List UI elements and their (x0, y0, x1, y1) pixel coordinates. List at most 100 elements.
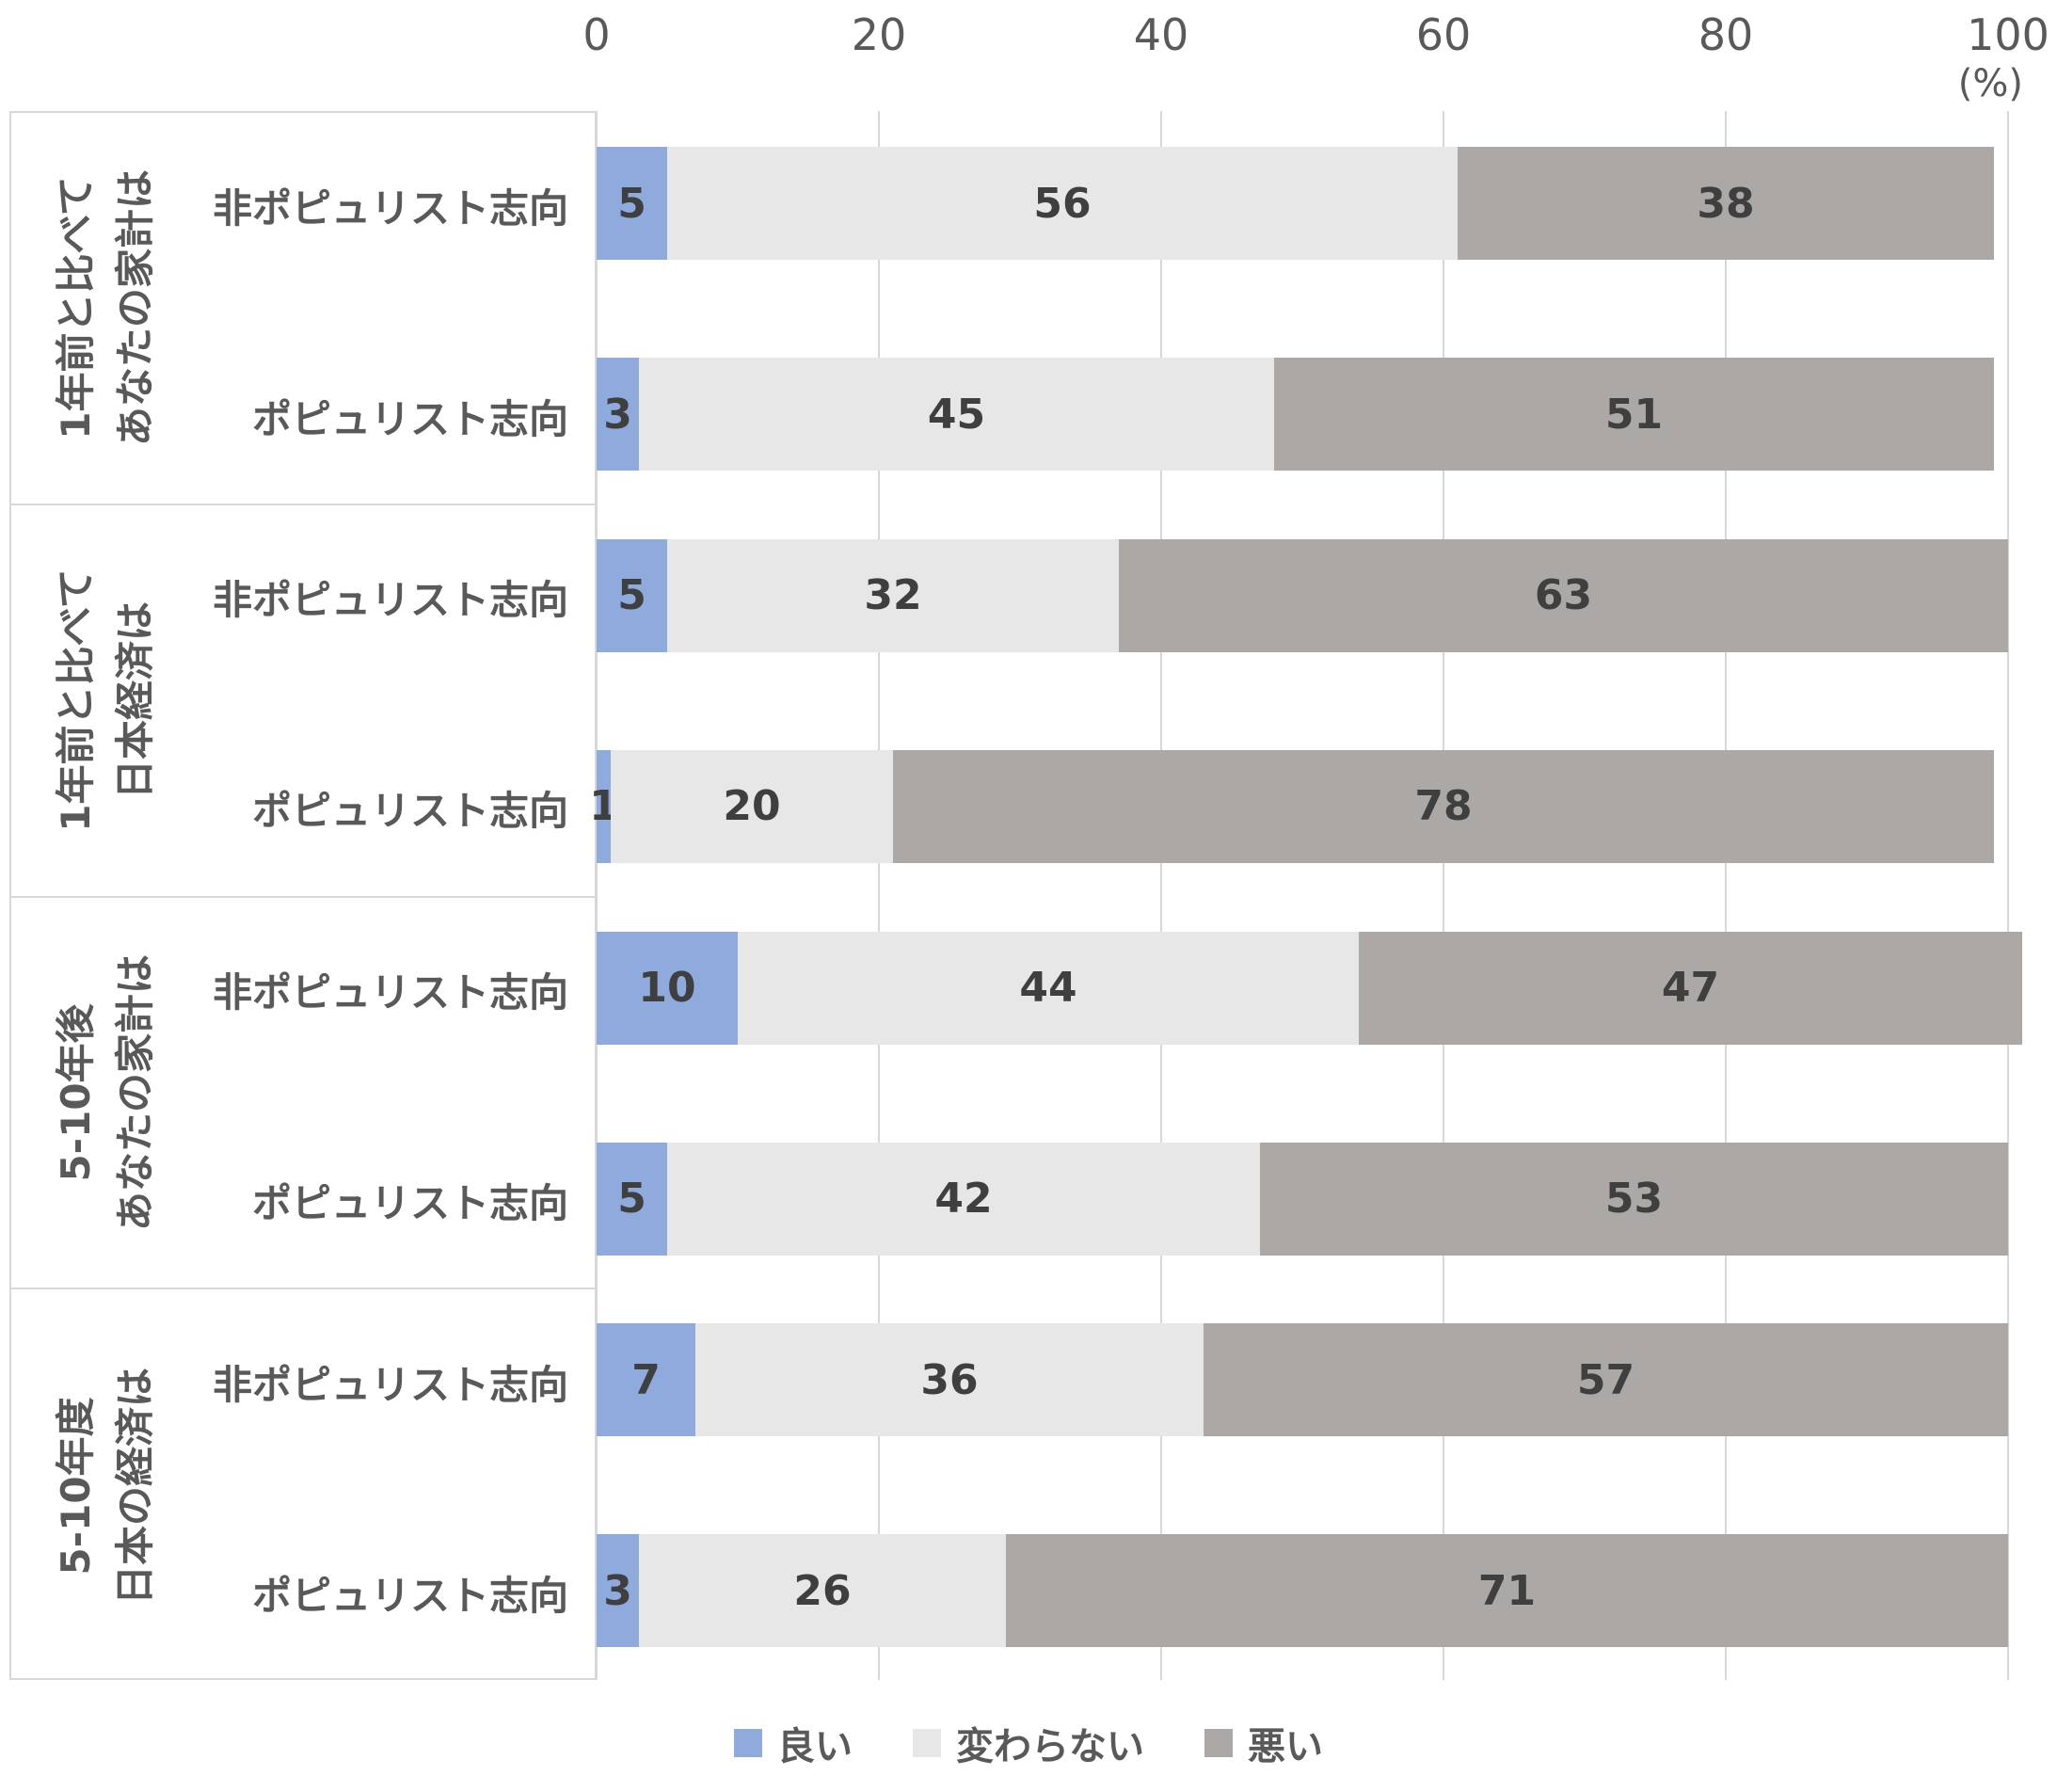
segment-value-label: 26 (793, 1566, 852, 1615)
bar-segment-unchanged: 45 (639, 358, 1274, 471)
group-section: 5-10年後 あなたの家計は 非ポピュリスト志向 ポピュリスト志向 (11, 898, 595, 1290)
segment-value-label: 10 (638, 964, 696, 1012)
row-label: 非ポピュリスト志向 (212, 1361, 568, 1408)
bar-segment-good: 5 (597, 1142, 667, 1256)
row-label: 非ポピュリスト志向 (212, 577, 568, 624)
axis-tick: 40 (1133, 9, 1189, 60)
group-label-line: 5-10年度 (53, 1397, 100, 1576)
segment-value-label: 38 (1697, 179, 1755, 228)
stacked-bar: 5 42 53 (597, 1142, 2008, 1256)
legend-label: 悪い (1248, 1725, 1323, 1768)
group-label-line: 5-10年後 (53, 1003, 100, 1182)
legend-item-bad: 悪い (1204, 1716, 1323, 1770)
gridline (878, 111, 880, 1680)
segment-value-label: 42 (934, 1175, 993, 1223)
axis-tick: 100 (1967, 9, 2049, 60)
segment-value-label: 53 (1604, 1175, 1664, 1223)
segment-value-label: 5 (617, 1175, 646, 1223)
group-label-line: 日本の経済は (112, 1367, 159, 1605)
group-label: 1年前と比べて 日本経済は (46, 568, 165, 832)
gridline (1160, 111, 1162, 1680)
segment-value-label: 71 (1477, 1566, 1537, 1615)
plot-area: 5 56 38 3 45 51 5 32 63 1 20 78 10 44 47 5 42 53 7 36 57 3 26 7… (589, 111, 2022, 1680)
bar-segment-good: 7 (597, 1323, 695, 1437)
bar-segment-unchanged: 56 (667, 147, 1458, 260)
segment-value-label: 3 (603, 390, 632, 439)
segment-value-label: 5 (617, 571, 646, 620)
row-label: ポピュリスト志向 (251, 1180, 568, 1226)
group-label-line: あなたの家計は (112, 169, 159, 447)
segment-value-label: 44 (1019, 964, 1077, 1012)
segment-value-label: 36 (920, 1355, 979, 1404)
group-label-line: 1年前と比べて (53, 176, 100, 440)
bar-segment-bad: 47 (1359, 931, 2022, 1045)
legend: 良い 変わらない 悪い (0, 1705, 2057, 1781)
axis-tick: 80 (1698, 9, 1754, 60)
bar-segment-unchanged: 26 (639, 1534, 1006, 1648)
bar-segment-good: 3 (597, 1534, 639, 1648)
bar-segment-bad: 38 (1458, 147, 1994, 260)
group-label-wrap: 5-10年後 あなたの家計は (11, 898, 199, 1288)
group-section: 1年前と比べて 日本経済は 非ポピュリスト志向 ポピュリスト志向 (11, 505, 595, 898)
segment-value-label: 56 (1033, 179, 1092, 228)
segment-value-label: 7 (631, 1355, 661, 1404)
group-label: 5-10年度 日本の経済は (46, 1368, 165, 1605)
bar-segment-good: 5 (597, 147, 667, 260)
bar-segment-good: 10 (597, 931, 738, 1045)
group-label-line: 1年前と比べて (53, 568, 100, 832)
segment-value-label: 51 (1604, 390, 1664, 439)
bar-segment-unchanged: 36 (695, 1323, 1204, 1437)
row-label: 非ポピュリスト志向 (212, 184, 568, 232)
stacked-bar: 5 32 63 (597, 538, 2008, 652)
segment-value-label: 63 (1534, 571, 1593, 620)
group-label-wrap: 1年前と比べて あなたの家計は (11, 113, 199, 504)
bar-segment-unchanged: 44 (738, 931, 1359, 1045)
segment-value-label: 47 (1661, 964, 1720, 1012)
axis-tick: 60 (1415, 9, 1472, 60)
group-section: 1年前と比べて あなたの家計は 非ポピュリスト志向 ポピュリスト志向 (11, 113, 595, 505)
stacked-bar: 10 44 47 (597, 931, 2022, 1045)
segment-value-label: 3 (603, 1566, 632, 1615)
stacked-bar: 7 36 57 (597, 1323, 2008, 1437)
stacked-bar: 1 20 78 (589, 749, 2008, 863)
bar-segment-bad: 78 (893, 749, 1994, 863)
group-label: 1年前と比べて あなたの家計は (46, 169, 165, 446)
bar-segment-bad: 51 (1274, 358, 1994, 471)
gridline (1725, 111, 1727, 1680)
bar-segment-bad: 71 (1006, 1534, 2008, 1648)
chart-body: 1年前と比べて あなたの家計は 非ポピュリスト志向 ポピュリスト志向 1年前と比べて 日本… (9, 111, 2022, 1682)
row-label: ポピュリスト志向 (251, 1572, 568, 1619)
segment-value-label: 20 (723, 782, 781, 831)
group-label-wrap: 1年前と比べて 日本経済は (11, 505, 199, 896)
legend-item-unchanged: 変わらない (913, 1716, 1144, 1770)
group-label: 5-10年後 あなたの家計は (46, 954, 165, 1231)
segment-value-label: 45 (927, 390, 986, 439)
legend-swatch-bad (1204, 1729, 1233, 1757)
bar-segment-bad: 57 (1204, 1323, 2008, 1437)
bar-segment-bad: 53 (1260, 1142, 2008, 1256)
bar-segment-good: 5 (597, 538, 667, 652)
stacked-bar: 5 56 38 (597, 147, 2008, 260)
group-section: 5-10年度 日本の経済は 非ポピュリスト志向 ポピュリスト志向 (11, 1289, 595, 1682)
bar-segment-unchanged: 42 (667, 1142, 1260, 1256)
axis-tick: 0 (582, 9, 611, 60)
stacked-bar: 3 26 71 (597, 1534, 2008, 1648)
group-label-wrap: 5-10年度 日本の経済は (11, 1289, 199, 1682)
row-label: ポピュリスト志向 (251, 395, 568, 442)
segment-value-label: 32 (864, 571, 922, 620)
legend-label: 良い (777, 1725, 853, 1768)
bar-segment-good: 3 (597, 358, 639, 471)
axis-tick: 20 (851, 9, 907, 60)
segment-value-label: 5 (617, 179, 646, 228)
bar-segment-unchanged: 32 (667, 538, 1119, 652)
stacked-bar: 3 45 51 (597, 358, 2008, 471)
segment-value-label: 78 (1414, 782, 1473, 831)
row-label: ポピュリスト志向 (251, 788, 568, 835)
legend-label: 変わらない (956, 1725, 1144, 1768)
row-label: 非ポピュリスト志向 (212, 969, 568, 1016)
segment-value-label: 57 (1576, 1355, 1635, 1404)
group-label-line: 日本経済は (112, 601, 159, 800)
group-label-line: あなたの家計は (112, 953, 159, 1231)
legend-swatch-good (734, 1729, 762, 1757)
